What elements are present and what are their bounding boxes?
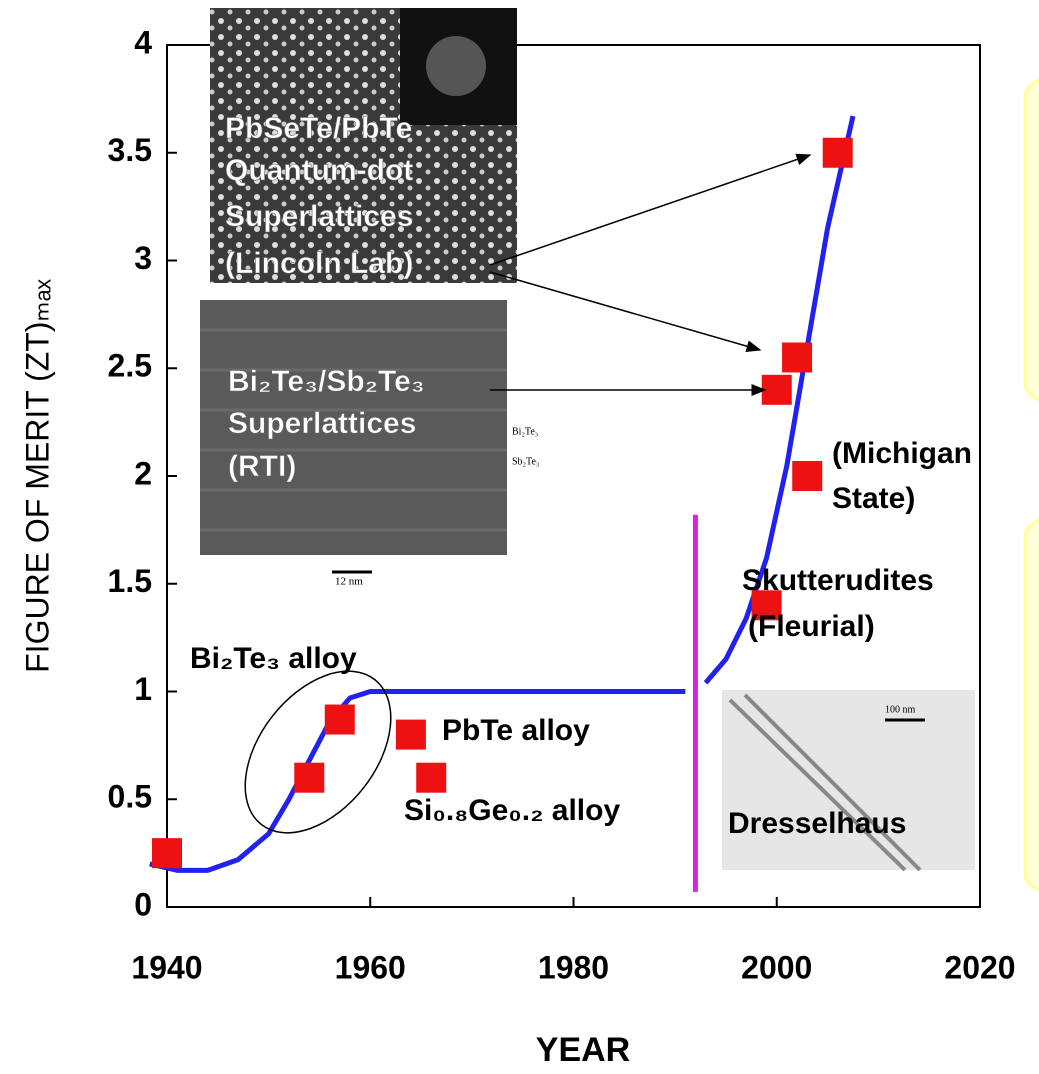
annotation: Bi₂Te₃ alloy: [190, 642, 357, 675]
y-axis-label: FIGURE OF MERIT (ZT)ₘₐₓ: [19, 279, 55, 673]
data-point: [152, 838, 182, 868]
annotation: (RTI): [228, 450, 296, 483]
alloy-ellipse: [216, 644, 421, 860]
y-tick-label: 2: [134, 455, 152, 491]
chart: PbSeTe/PbTe Quantum-dot Superlattices (Linc…: [0, 0, 1039, 1069]
image-label: 100 nm: [885, 704, 916, 715]
x-tick-label: 1980: [538, 949, 609, 985]
annotation: Superlattices: [228, 407, 416, 440]
y-tick-label: 3: [134, 240, 152, 276]
arrows: [490, 155, 810, 390]
data-point: [823, 138, 853, 168]
image-label: Bi₂Te₃: [512, 426, 538, 437]
y-tick-label: 1.5: [108, 563, 152, 599]
y-tick-label: 4: [134, 24, 152, 60]
side-panel: [1025, 80, 1039, 400]
annotation: Skutterudites: [742, 564, 934, 597]
image-label: Sb₂Te₃: [512, 456, 539, 467]
annotation: PbTe alloy: [442, 714, 590, 747]
data-point: [792, 461, 822, 491]
data-point: [294, 763, 324, 793]
annotation: Quantum-dot: [225, 154, 413, 187]
inset-image: [722, 690, 975, 870]
annotation: Dresselhaus: [728, 807, 906, 840]
annotation: Superlattices: [225, 200, 413, 233]
annotation: Si₀.₈Ge₀.₂ alloy: [404, 794, 620, 827]
image-label: 12 nm: [335, 576, 363, 588]
annotation: (Lincoln Lab): [225, 247, 413, 280]
x-axis-label: YEAR: [536, 1031, 630, 1069]
x-tick-label: 1960: [335, 949, 406, 985]
y-tick-label: 0.5: [108, 779, 152, 815]
annotation: (Michigan: [832, 437, 972, 470]
y-tick-label: 0: [134, 886, 152, 922]
side-panel: [1025, 520, 1039, 890]
data-point: [782, 342, 812, 372]
annotation: Bi₂Te₃/Sb₂Te₃: [228, 365, 425, 398]
diffraction: [426, 36, 486, 96]
x-tick-label: 2000: [741, 949, 812, 985]
x-tick-label: 1940: [131, 949, 202, 985]
data-point: [762, 375, 792, 405]
data-point: [325, 705, 355, 735]
data-point: [416, 763, 446, 793]
y-tick-label: 2.5: [108, 348, 152, 384]
data-point: [396, 720, 426, 750]
annotation: PbSeTe/PbTe: [225, 112, 412, 145]
x-tick-label: 2020: [944, 949, 1015, 985]
annotation: State): [832, 482, 915, 515]
y-tick-label: 1: [134, 671, 152, 707]
y-tick-label: 3.5: [108, 132, 152, 168]
annotation: (Fleurial): [748, 610, 875, 643]
